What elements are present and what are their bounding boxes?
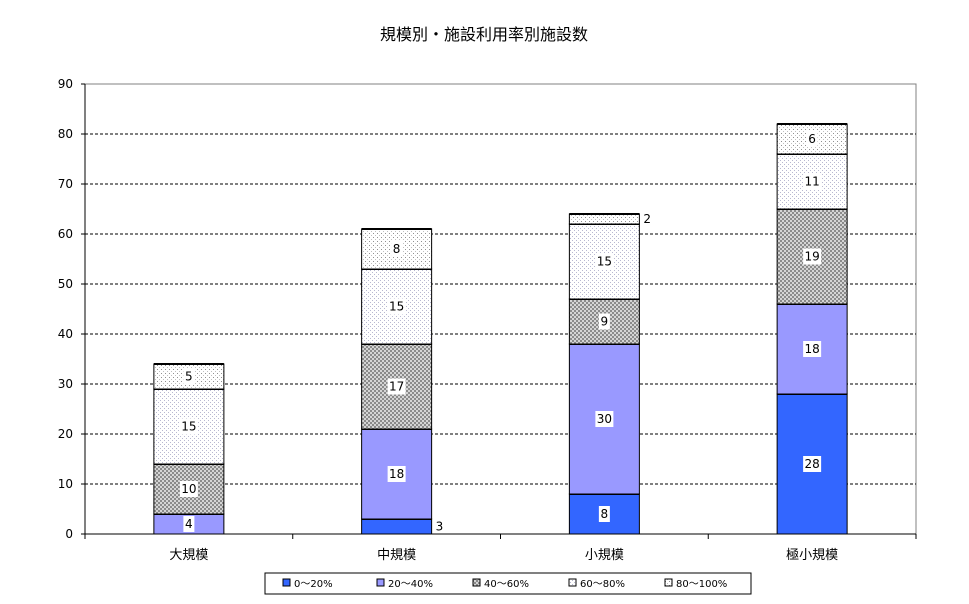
data-label: 18 (389, 467, 404, 481)
y-tick-label: 60 (58, 227, 73, 241)
legend-label: 80～100% (676, 579, 727, 590)
data-label-background (179, 481, 198, 497)
y-tick-label: 20 (58, 427, 73, 441)
data-label: 5 (185, 370, 193, 384)
y-tick-label: 50 (58, 277, 73, 291)
legend-swatch (472, 578, 481, 587)
data-label: 8 (393, 242, 401, 256)
data-label-background (595, 253, 614, 270)
x-tick-label: 中規模 (377, 548, 416, 563)
y-tick-label: 40 (58, 327, 73, 341)
legend-label: 60～80% (580, 579, 625, 590)
data-label: 17 (389, 380, 404, 394)
y-tick-label: 0 (65, 527, 73, 541)
data-label-background (433, 518, 445, 535)
bar-segment (361, 518, 433, 535)
data-label: 9 (601, 315, 609, 329)
data-label-background (803, 248, 822, 265)
data-label: 4 (185, 517, 193, 531)
data-label: 30 (597, 412, 612, 426)
data-label-background (183, 516, 195, 532)
data-label: 15 (389, 300, 404, 314)
legend-label: 20～40% (388, 579, 433, 590)
data-label-background (595, 411, 614, 427)
data-label-background (803, 456, 822, 472)
data-label-background (387, 466, 406, 482)
y-tick-label: 90 (58, 77, 73, 91)
data-label-background (803, 341, 822, 357)
data-label-background (179, 418, 198, 435)
legend-box (264, 572, 752, 595)
y-tick-label: 70 (58, 177, 73, 191)
y-tick-label: 80 (58, 127, 73, 141)
data-label: 11 (804, 175, 819, 189)
data-label: 19 (804, 250, 819, 264)
bar-segment (568, 213, 640, 225)
data-label-background (803, 173, 822, 190)
y-tick-label: 10 (58, 477, 73, 491)
data-label: 2 (643, 212, 651, 226)
data-label-background (806, 131, 818, 147)
data-label-background (598, 313, 610, 330)
y-tick-label: 30 (58, 377, 73, 391)
data-label-background (641, 211, 653, 227)
x-tick-label: 小規模 (585, 548, 624, 563)
legend: 0～20% 20～40% 40～60% 60～80% 80～100% (264, 572, 752, 595)
data-label: 6 (808, 132, 816, 146)
x-tick-label: 大規模 (169, 548, 208, 563)
x-tick-label: 極小規模 (786, 547, 838, 563)
legend-label: 40～60% (484, 579, 529, 590)
data-label: 8 (601, 507, 609, 521)
legend-swatch (664, 578, 673, 587)
x-axis: 大規模 中規模 小規模 極小規模 (84, 533, 917, 563)
data-label-background (598, 506, 610, 522)
y-axis: 0 10 20 30 40 50 60 70 80 90 (58, 77, 86, 541)
bars: 4 10 15 5 3 18 17 15 8 8 30 9 15 2 28 18 19 11 6 (153, 123, 848, 535)
data-label: 15 (181, 420, 196, 434)
data-label: 18 (804, 342, 819, 356)
data-label: 28 (804, 457, 819, 471)
legend-label: 0～20% (294, 579, 333, 590)
legend-swatch (568, 578, 577, 587)
data-label: 10 (181, 482, 196, 496)
data-label-background (183, 368, 195, 385)
data-label-background (391, 241, 403, 257)
data-label-background (387, 298, 406, 315)
chart-title: 規模別・施設利用率別施設数 (380, 25, 588, 44)
bar-segment (153, 363, 225, 390)
data-label: 15 (597, 255, 612, 269)
legend-swatch (282, 578, 291, 587)
data-label: 3 (436, 520, 444, 534)
data-label-background (387, 378, 406, 395)
legend-swatch (376, 578, 385, 587)
